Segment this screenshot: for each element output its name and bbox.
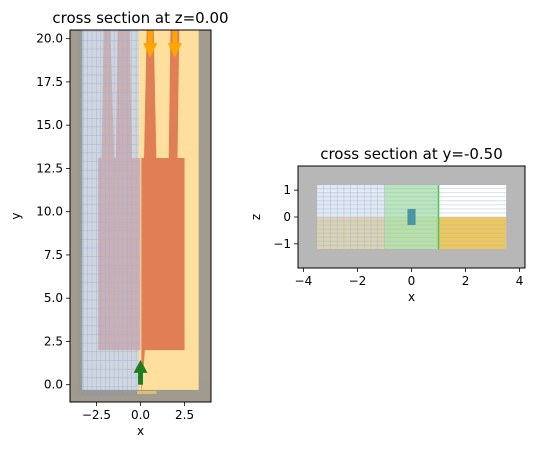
pml-left — [298, 166, 317, 268]
y-tick-label: 20.0 — [36, 32, 63, 46]
x-axis-label: x — [137, 424, 144, 438]
mesh-grid — [78, 30, 139, 396]
pml-top — [298, 166, 525, 185]
panel-2: −4 −2 0 2 4 −1 0 1 cross section at y=-0.50 x z — [249, 145, 526, 304]
waveguide-core — [141, 30, 185, 396]
x-tick-label: 0.0 — [131, 408, 150, 422]
monitor-arrow-head — [143, 42, 158, 58]
source-arrow-head — [133, 359, 148, 373]
y-tick-label: 0 — [283, 210, 291, 224]
x-tick-label: 2.5 — [175, 408, 194, 422]
pml-layers — [298, 166, 525, 268]
y-tick-label: −1 — [273, 237, 291, 251]
pml-right — [506, 166, 525, 268]
x-tick-label: −4 — [295, 274, 313, 288]
y-axis-label: y — [9, 212, 23, 219]
y-tick-label: 10.0 — [36, 205, 63, 219]
chart-title: cross section at y=-0.50 — [320, 145, 503, 163]
waveguide-core — [407, 208, 416, 226]
pml-layers — [70, 30, 211, 402]
panel-1: −2.5 0.0 2.5 0.0 2.5 5.0 7.5 10.0 12.5 15.0 17.5 20… — [9, 9, 229, 438]
structure-shadow — [98, 30, 141, 351]
y-tick-label: 17.5 — [36, 75, 63, 89]
x-tick-label: −2 — [349, 274, 367, 288]
y-tick-label: 5.0 — [44, 291, 63, 305]
y-axis-label: z — [249, 214, 263, 220]
chart-title: cross section at z=0.00 — [52, 9, 228, 27]
x-axis-label: x — [408, 290, 415, 304]
x-tick-label: 2 — [462, 274, 470, 288]
pml-right — [198, 30, 211, 402]
y-tick-label: 15.0 — [36, 118, 63, 132]
monitor-arrow-head — [167, 42, 182, 58]
x-tick-label: −2.5 — [82, 408, 111, 422]
pml-bottom — [298, 249, 525, 268]
plot-area-2 — [298, 166, 525, 268]
pml-left — [70, 30, 83, 402]
x-tick-label: 4 — [516, 274, 524, 288]
y-tick-label: 0.0 — [44, 378, 63, 392]
plot-area-1 — [70, 30, 211, 402]
y-tick-label: 2.5 — [44, 334, 63, 348]
y-tick-label: 1 — [283, 183, 291, 197]
x-tick-label: 0 — [408, 274, 416, 288]
pml-bottom — [70, 389, 211, 402]
y-tick-label: 12.5 — [36, 161, 63, 175]
y-tick-label: 7.5 — [44, 248, 63, 262]
